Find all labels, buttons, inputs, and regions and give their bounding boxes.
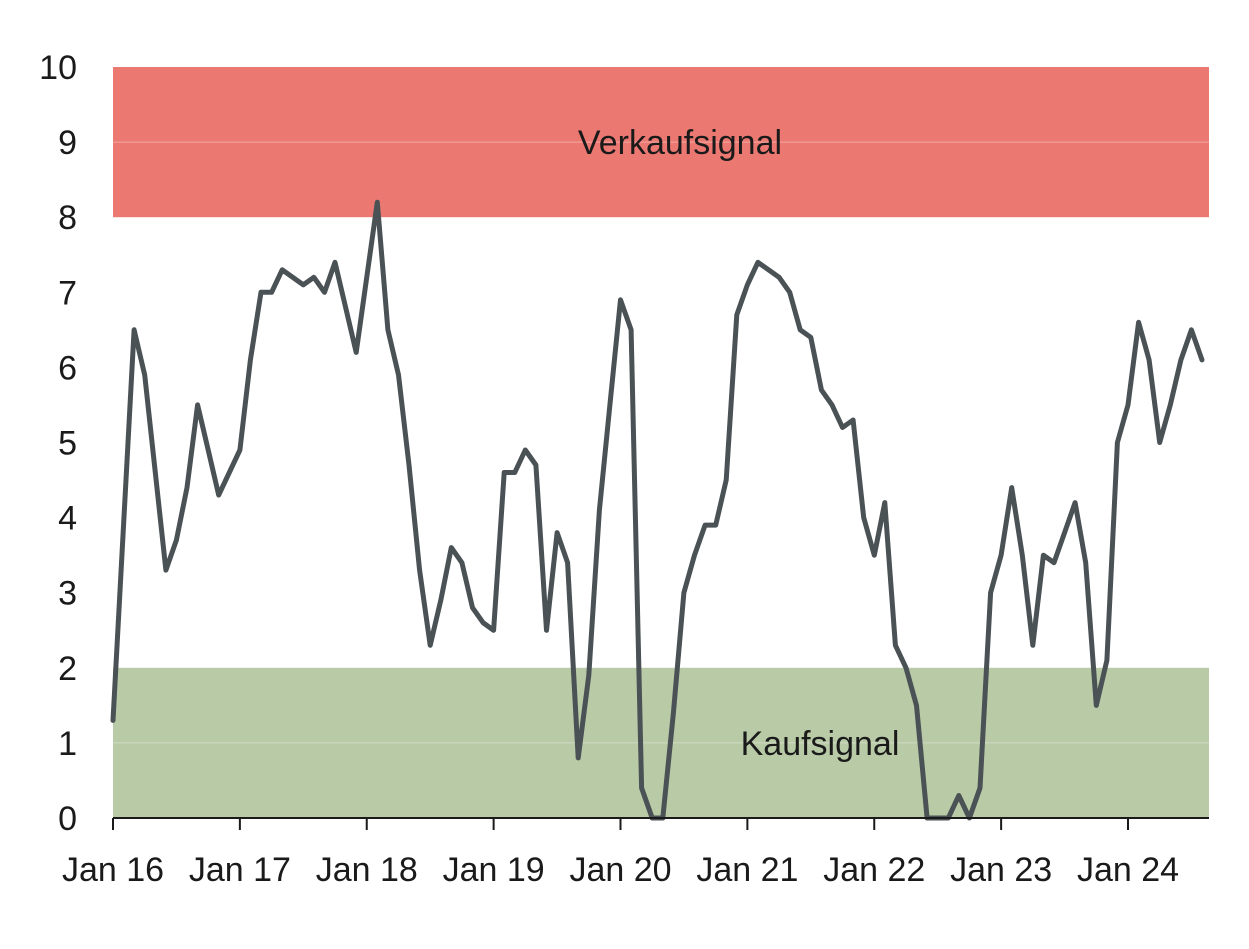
- x-tick-label: Jan 20: [569, 851, 671, 889]
- zone-label-kaufsignal: Kaufsignal: [741, 725, 900, 763]
- x-tick-label: Jan 21: [696, 851, 798, 889]
- y-tick-label: 8: [58, 199, 77, 237]
- zone-gridlines: [113, 141, 1209, 744]
- x-tick-label: Jan 18: [316, 851, 418, 889]
- x-tick-label: Jan 24: [1077, 851, 1179, 889]
- x-tick-label: Jan 17: [189, 851, 291, 889]
- series-layer: [110, 199, 1205, 821]
- zone-kaufsignal: [113, 667, 1209, 818]
- zone-labels: Verkaufsignal Kaufsignal: [578, 124, 899, 763]
- x-tick-label: Jan 22: [823, 851, 925, 889]
- y-tick-label: 0: [58, 800, 77, 838]
- y-tick-label: 1: [58, 725, 77, 763]
- y-tick-label: 10: [39, 49, 77, 87]
- series-line-0: [110, 199, 1205, 821]
- signal-zones: [113, 67, 1209, 818]
- y-tick-label: 7: [58, 274, 77, 312]
- x-axis: Jan 16 Jan 17 Jan 18 Jan 19 Jan 20 Jan 21 Jan …: [62, 817, 1209, 889]
- x-tick-label: Jan 23: [950, 851, 1052, 889]
- y-tick-label: 9: [58, 124, 77, 162]
- y-tick-label: 5: [58, 425, 77, 463]
- y-tick-label: 3: [58, 575, 77, 613]
- x-tick-label: Jan 16: [62, 851, 164, 889]
- x-tick-label: Jan 19: [443, 851, 545, 889]
- zone-verkaufsignal: [113, 67, 1209, 218]
- zone-label-verkaufsignal: Verkaufsignal: [578, 124, 782, 162]
- y-tick-label: 4: [58, 500, 77, 538]
- y-tick-label: 6: [58, 349, 77, 387]
- y-tick-label: 2: [58, 650, 77, 688]
- y-axis: 0 1 2 3 4 5 6 7 8 9 10: [39, 49, 77, 838]
